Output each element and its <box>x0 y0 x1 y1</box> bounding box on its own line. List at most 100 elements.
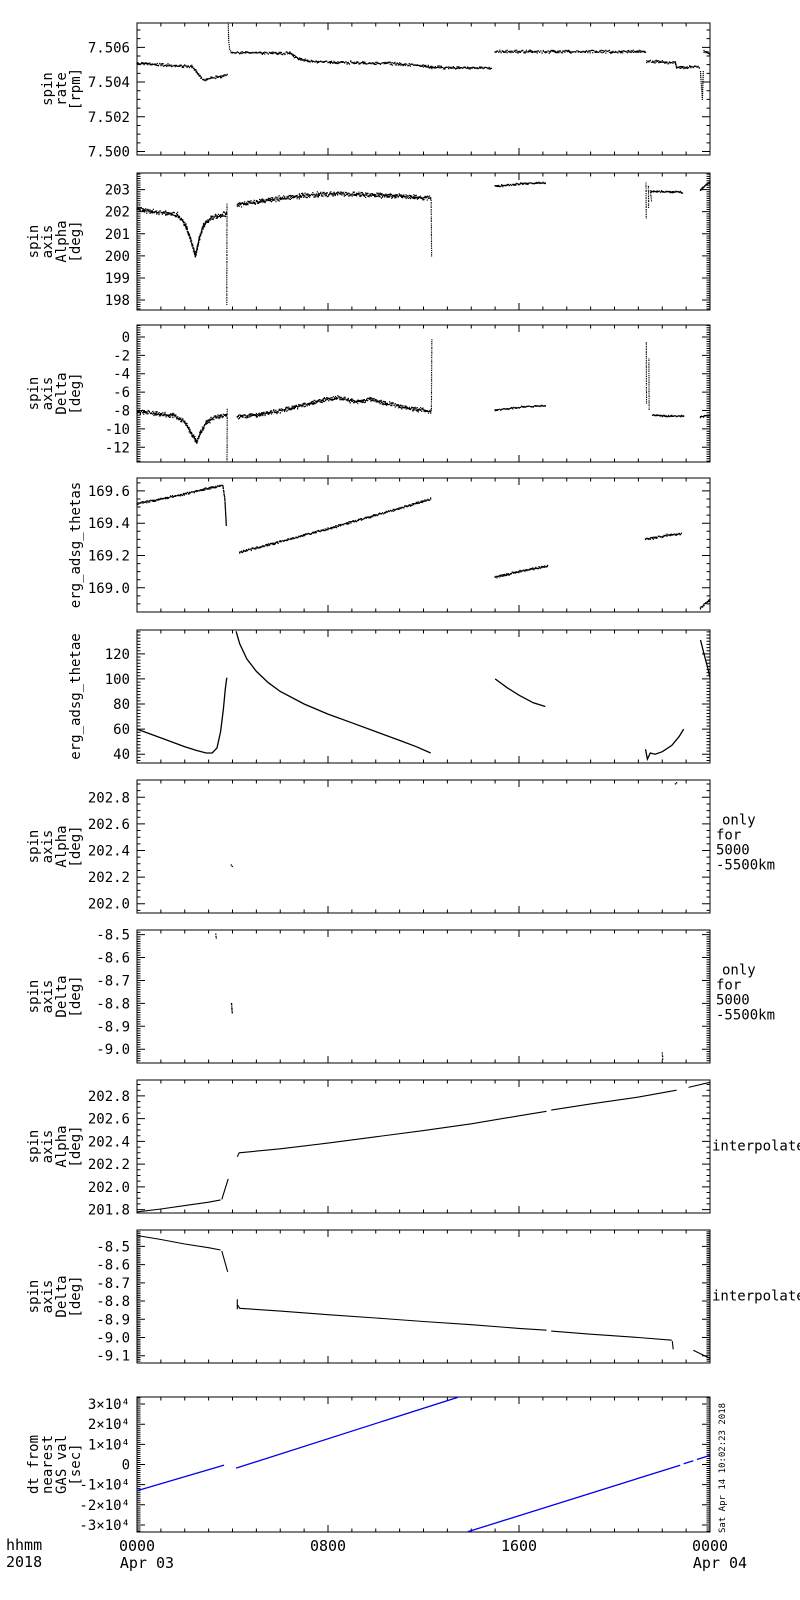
y-axis-label-word: [deg] <box>68 825 84 867</box>
y-tick-label: -2 <box>113 348 130 364</box>
y-axis-label-word: axis <box>40 830 56 864</box>
y-tick-label: 7.506 <box>88 40 130 56</box>
panel-spin-axis-alpha-5000km: 202.0 202.2 202.4 202.6 202.8 spinaxisAlpha[d… <box>26 779 775 914</box>
x-tick-label: 0800 <box>310 1537 346 1555</box>
panel-annotation: 5000 <box>716 993 750 1009</box>
y-tick-label: -9.0 <box>96 1330 130 1346</box>
panel-erg-adsg-thetae: 40 60 80 100 120 erg_adsg_thetae <box>68 629 711 764</box>
y-axis-label-word: Alpha <box>54 220 70 262</box>
y-tick-label: -8.8 <box>96 996 130 1012</box>
y-tick-label: 202.8 <box>88 790 130 806</box>
panel-annotation: interpolated <box>712 1289 800 1305</box>
y-tick-label: -1×10⁴ <box>79 1478 130 1494</box>
y-tick-label: 198 <box>105 293 130 309</box>
x-axis-unit-label: hhmm 2018 <box>6 1537 42 1571</box>
y-tick-label: 7.504 <box>88 75 130 91</box>
y-tick-label: 202.0 <box>88 1180 130 1196</box>
y-tick-label: -6 <box>113 385 130 401</box>
y-axis-label-word: Delta <box>54 975 70 1017</box>
y-tick-label: -8.7 <box>96 973 130 989</box>
y-tick-label: -8.5 <box>96 928 130 944</box>
y-axis-label-word: [rpm] <box>68 68 84 110</box>
y-tick-label: 202.0 <box>88 897 130 913</box>
y-axis-label-word: Alpha <box>54 825 70 867</box>
y-tick-label: -10 <box>105 422 130 438</box>
x-axis-year: 2018 <box>6 1553 43 1571</box>
panel-spin-axis-alpha-interpolated: 201.8 202.0 202.2 202.4 202.6 202.8 spinaxisAl… <box>26 1079 800 1219</box>
y-axis-label-word: [deg] <box>68 975 84 1017</box>
y-axis-label-word: nearest <box>40 1435 56 1494</box>
y-tick-label: 1×10⁴ <box>88 1437 130 1453</box>
y-tick-label: 202.6 <box>88 817 130 833</box>
y-tick-label: 201 <box>105 227 130 243</box>
y-tick-label: 0 <box>122 1458 130 1474</box>
y-tick-label: 0 <box>122 330 130 346</box>
y-axis-label-word: [deg] <box>68 1125 84 1167</box>
y-tick-label: 3×10⁴ <box>88 1397 130 1413</box>
y-tick-label: 202.4 <box>88 1134 130 1150</box>
y-axis-label-word: Delta <box>54 1275 70 1317</box>
panel-annotation: -5500km <box>716 1008 775 1024</box>
y-tick-label: -3×10⁴ <box>79 1518 130 1534</box>
y-axis-label-word: rate <box>54 72 70 106</box>
panel-annotation: for <box>716 978 741 994</box>
y-axis-label-word: axis <box>40 980 56 1014</box>
y-axis-label-word: [sec] <box>68 1443 84 1485</box>
y-tick-label: -8.6 <box>96 1258 130 1274</box>
y-tick-label: 203 <box>105 183 130 199</box>
panel-annotation: 5000 <box>716 843 750 859</box>
y-axis-label-word: erg_adsg_thetae <box>68 633 84 759</box>
x-tick-label: 1600 <box>501 1537 537 1555</box>
y-axis-label-word: spin <box>26 225 42 259</box>
y-axis-label-word: spin <box>26 1280 42 1314</box>
panel-annotation: for <box>716 828 741 844</box>
y-axis-label-word: Alpha <box>54 1125 70 1167</box>
y-tick-label: -8.8 <box>96 1294 130 1310</box>
panel-annotation: only <box>722 963 756 979</box>
y-axis-label-word: axis <box>40 1280 56 1314</box>
y-axis-label-word: dt from <box>26 1435 42 1494</box>
y-tick-label: 200 <box>105 249 130 265</box>
y-tick-label: 202.2 <box>88 1157 130 1173</box>
y-tick-label: 7.502 <box>88 110 130 126</box>
y-axis-label-word: erg_adsg_thetas <box>68 482 84 608</box>
y-tick-label: 202.6 <box>88 1112 130 1128</box>
y-tick-label: 60 <box>113 722 130 738</box>
y-axis-label-word: axis <box>40 225 56 259</box>
y-axis-label-word: spin <box>26 830 42 864</box>
plot-timestamp-watermark: Sat Apr 14 10:02:23 2018 <box>718 1402 728 1533</box>
y-tick-label: -8.9 <box>96 1312 130 1328</box>
y-axis-label-word: axis <box>40 1130 56 1164</box>
y-tick-label: 201.8 <box>88 1203 130 1219</box>
y-tick-label: -8.9 <box>96 1019 130 1035</box>
y-tick-label: -8.7 <box>96 1276 130 1292</box>
panel-spin-axis-delta-interpolated: -8.5 -8.6 -8.7 -8.8 -8.9 -9.0 -9.1 spinaxisDelt… <box>26 1229 800 1365</box>
y-tick-label: -12 <box>105 440 130 456</box>
x-tick-label: 0000 <box>692 1537 728 1555</box>
y-tick-label: 202.8 <box>88 1089 130 1105</box>
y-tick-label: 7.500 <box>88 145 130 161</box>
y-tick-label: -8 <box>113 404 130 420</box>
panel-spin-axis-delta-5000km: -8.5 -8.6 -8.7 -8.8 -8.9 -9.0 spinaxisDelta[de… <box>26 928 775 1064</box>
y-axis-label-word: spin <box>26 980 42 1014</box>
panel-annotation: interpolated <box>712 1139 800 1155</box>
y-tick-label: -9.0 <box>96 1042 130 1058</box>
y-tick-label: 202 <box>105 205 130 221</box>
y-axis-label-word: Delta <box>54 372 70 414</box>
y-axis-label-word: spin <box>40 72 56 106</box>
y-tick-label: 120 <box>105 647 130 663</box>
y-tick-label: 169.6 <box>88 484 130 500</box>
x-axis-unit: hhmm <box>6 1536 43 1554</box>
y-tick-label: 169.4 <box>88 516 130 532</box>
y-tick-label: 169.0 <box>88 581 130 597</box>
y-axis-label-word: [deg] <box>68 220 84 262</box>
panel-dt-from-nearest-gas: 3×10⁴ 2×10⁴ 1×10⁴ 0 -1×10⁴ -2×10⁴ -3×10⁴ dt fro… <box>26 1396 711 1534</box>
y-tick-label: -4 <box>113 367 130 383</box>
y-tick-label: 80 <box>113 697 130 713</box>
